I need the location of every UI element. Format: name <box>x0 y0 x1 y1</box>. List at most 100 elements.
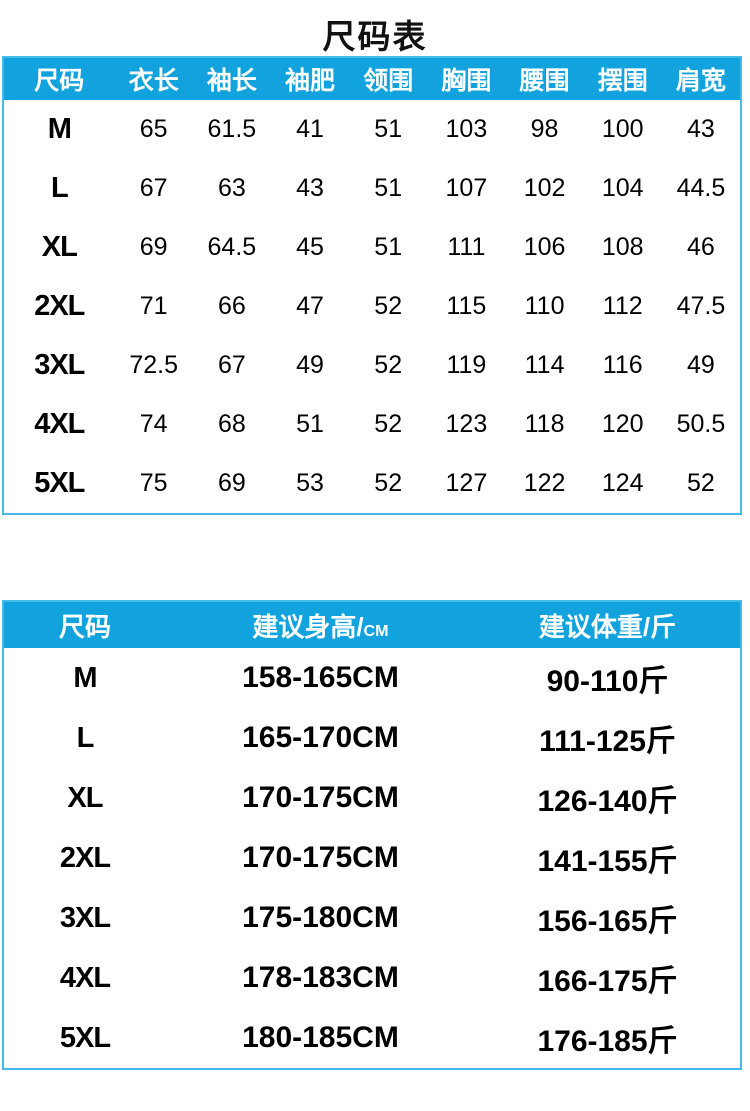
page-title: 尺码表 <box>322 18 428 55</box>
value-cell: 107 <box>445 174 488 202</box>
value-cell: 67 <box>139 174 168 202</box>
size-recommendation-table: 尺码 建议身高/CM 建议体重/斤 M 158-165CM 90-110斤 L 165-17… <box>2 600 742 1070</box>
value-cell: 120 <box>601 410 644 438</box>
value-cell: 51 <box>296 410 324 438</box>
value-cell: 118 <box>524 410 565 438</box>
table-row: M 65 61.5 41 51 103 98 100 43 <box>4 100 740 159</box>
column-header: 尺码 <box>34 67 85 95</box>
value-cell: 61.5 <box>207 115 257 143</box>
size-label-cell: 4XL <box>59 961 111 994</box>
value-cell: 52 <box>374 292 403 320</box>
size-label-cell: 2XL <box>59 841 111 874</box>
table-row: 5XL 180-185CM 176-185斤 <box>4 1008 740 1068</box>
value-cell: 67 <box>217 351 246 379</box>
column-header: 领围 <box>363 67 414 95</box>
value-cell: 111-125斤 <box>539 725 676 758</box>
value-cell: 110 <box>524 292 565 320</box>
value-cell: 98 <box>530 115 559 143</box>
value-cell: 41 <box>296 115 324 143</box>
column-header: 尺码 <box>4 602 166 648</box>
table-row: L 67 63 43 51 107 102 104 44.5 <box>4 159 740 218</box>
value-cell: 74 <box>139 410 168 438</box>
column-header: 袖肥 <box>285 67 336 95</box>
table-row: XL 170-175CM 126-140斤 <box>4 768 740 828</box>
value-cell: 116 <box>602 351 643 379</box>
value-cell: 43 <box>687 115 715 143</box>
value-cell: 45 <box>296 233 324 261</box>
value-cell: 102 <box>523 174 566 202</box>
value-cell: 100 <box>601 115 644 143</box>
value-cell: 180-185CM <box>242 1021 399 1054</box>
value-cell: 69 <box>217 469 246 497</box>
value-cell: 51 <box>374 115 403 143</box>
value-cell: 158-165CM <box>242 661 399 694</box>
size-label-cell: 3XL <box>34 349 85 381</box>
value-cell: 43 <box>296 174 324 202</box>
value-cell: 53 <box>296 469 324 497</box>
value-cell: 52 <box>687 469 715 497</box>
table-row: 3XL 175-180CM 156-165斤 <box>4 888 740 948</box>
value-cell: 114 <box>524 351 565 379</box>
size-measurement-grid: 尺码 衣长 袖长 袖肥 领围 胸围 腰围 摆围 肩宽 M 65 61.5 41 51 103 98 100 43… <box>4 58 740 513</box>
table-row: L 165-170CM 111-125斤 <box>4 708 740 768</box>
value-cell: 47 <box>296 292 324 320</box>
value-cell: 127 <box>445 469 488 497</box>
value-cell: 46 <box>687 233 715 261</box>
column-header: 衣长 <box>128 67 179 95</box>
column-header: 腰围 <box>519 67 570 95</box>
size-label-cell: XL <box>41 231 78 263</box>
value-cell: 52 <box>374 469 403 497</box>
value-cell: 71 <box>139 292 168 320</box>
table-row: 4XL 178-183CM 166-175斤 <box>4 948 740 1008</box>
value-cell: 122 <box>523 469 566 497</box>
value-cell: 49 <box>296 351 324 379</box>
size-label-cell: 4XL <box>34 408 85 440</box>
table-row: 4XL 74 68 51 52 123 118 120 50.5 <box>4 395 740 454</box>
size-label-cell: 5XL <box>34 467 85 499</box>
table-row: 3XL 72.5 67 49 52 119 114 116 49 <box>4 336 740 395</box>
value-cell: 103 <box>445 115 488 143</box>
value-cell: 51 <box>374 174 403 202</box>
size-label-cell: 5XL <box>59 1021 111 1054</box>
value-cell: 44.5 <box>676 174 726 202</box>
value-cell: 72.5 <box>129 351 179 379</box>
size-label-cell: M <box>73 661 97 694</box>
value-cell: 106 <box>523 233 566 261</box>
table-row: 2XL 71 66 47 52 115 110 112 47.5 <box>4 277 740 336</box>
value-cell: 108 <box>601 233 644 261</box>
value-cell: 68 <box>217 410 246 438</box>
table-header-row: 尺码 衣长 袖长 袖肥 领围 胸围 腰围 摆围 肩宽 <box>4 58 740 100</box>
value-cell: 175-180CM <box>242 901 399 934</box>
value-cell: 112 <box>602 292 643 320</box>
value-cell: 47.5 <box>676 292 726 320</box>
value-cell: 64.5 <box>207 233 257 261</box>
value-cell: 49 <box>687 351 715 379</box>
column-header: 袖长 <box>206 67 257 95</box>
value-cell: 75 <box>139 469 168 497</box>
column-header-unit: CM <box>363 621 389 640</box>
value-cell: 126-140斤 <box>537 785 678 818</box>
column-header: 摆围 <box>597 67 648 95</box>
size-label-cell: L <box>76 721 95 754</box>
column-header: 肩宽 <box>675 67 726 95</box>
value-cell: 104 <box>601 174 644 202</box>
column-header-label: 尺码 <box>58 611 111 642</box>
value-cell: 52 <box>374 410 403 438</box>
value-cell: 65 <box>139 115 168 143</box>
value-cell: 178-183CM <box>242 961 399 994</box>
value-cell: 170-175CM <box>242 841 399 874</box>
value-cell: 63 <box>217 174 246 202</box>
column-header: 建议体重/斤 <box>475 602 740 648</box>
value-cell: 176-185斤 <box>537 1025 678 1058</box>
size-label-cell: 2XL <box>34 290 85 322</box>
value-cell: 66 <box>217 292 246 320</box>
value-cell: 124 <box>601 469 644 497</box>
table-header-row: 尺码 建议身高/CM 建议体重/斤 <box>4 602 740 648</box>
value-cell: 170-175CM <box>242 781 399 814</box>
value-cell: 123 <box>445 410 488 438</box>
column-header: 建议身高/CM <box>166 602 475 648</box>
value-cell: 90-110斤 <box>546 665 669 698</box>
size-label-cell: L <box>50 172 69 204</box>
value-cell: 111 <box>447 233 486 261</box>
value-cell: 165-170CM <box>242 721 399 754</box>
